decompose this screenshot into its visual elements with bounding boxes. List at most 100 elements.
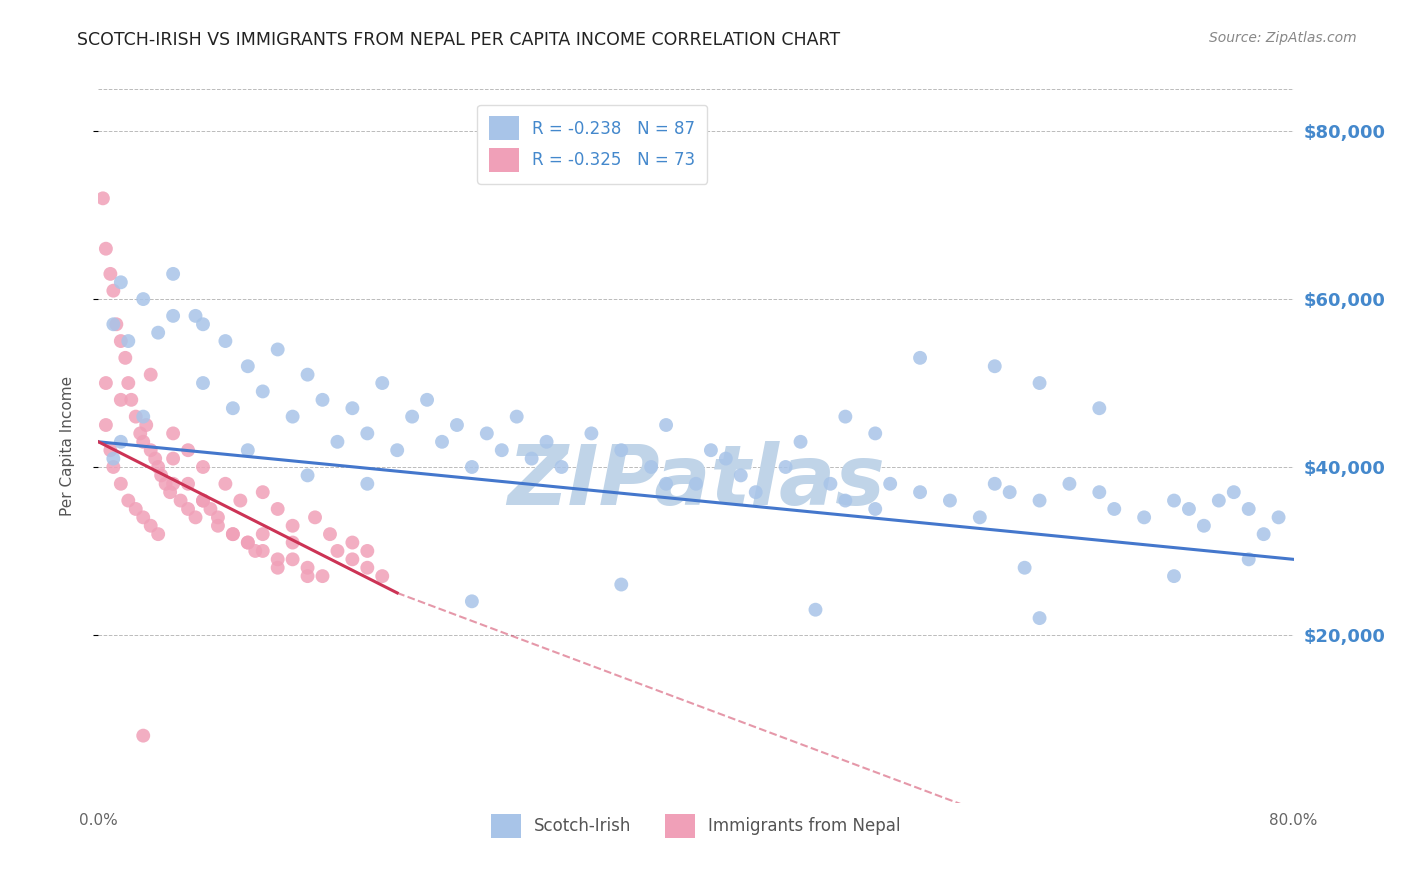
Point <box>1163 493 1185 508</box>
Point <box>236 443 259 458</box>
Point <box>120 392 142 407</box>
Point <box>191 318 214 332</box>
Point <box>1088 401 1111 416</box>
Point <box>536 434 558 449</box>
Point <box>281 535 304 549</box>
Point <box>148 326 170 340</box>
Point <box>520 451 543 466</box>
Point <box>132 729 155 743</box>
Point <box>371 569 394 583</box>
Point <box>834 493 856 508</box>
Text: Source: ZipAtlas.com: Source: ZipAtlas.com <box>1209 31 1357 45</box>
Point <box>162 267 184 281</box>
Point <box>94 242 117 256</box>
Point <box>1104 502 1126 516</box>
Point <box>184 510 207 524</box>
Point <box>319 527 342 541</box>
Point <box>103 451 125 466</box>
Point <box>939 493 962 508</box>
Point <box>281 552 304 566</box>
Point <box>984 359 1007 374</box>
Point <box>132 510 155 524</box>
Point <box>117 493 139 508</box>
Point <box>132 292 155 306</box>
Point <box>132 434 155 449</box>
Point <box>110 476 132 491</box>
Point <box>281 409 304 424</box>
Point <box>267 502 290 516</box>
Point <box>139 518 162 533</box>
Point <box>789 434 811 449</box>
Point <box>236 535 259 549</box>
Point <box>162 476 184 491</box>
Point <box>177 502 200 516</box>
Point <box>169 493 191 508</box>
Point <box>984 476 1007 491</box>
Point <box>267 552 290 566</box>
Point <box>1223 485 1246 500</box>
Point <box>1088 485 1111 500</box>
Point <box>125 409 148 424</box>
Point <box>506 409 529 424</box>
Point <box>229 493 252 508</box>
Point <box>222 527 245 541</box>
Point <box>311 569 333 583</box>
Point <box>550 460 572 475</box>
Point <box>91 191 114 205</box>
Point <box>385 443 409 458</box>
Point <box>1028 493 1050 508</box>
Point <box>311 392 333 407</box>
Point <box>222 527 245 541</box>
Point <box>430 434 453 449</box>
Point <box>148 527 170 541</box>
Point <box>110 334 132 348</box>
Point <box>714 451 737 466</box>
Point <box>1028 376 1050 390</box>
Point <box>139 368 162 382</box>
Point <box>326 434 349 449</box>
Point <box>98 267 122 281</box>
Point <box>105 318 128 332</box>
Point <box>356 476 378 491</box>
Text: ZIPatlas: ZIPatlas <box>508 442 884 522</box>
Point <box>491 443 513 458</box>
Point <box>655 417 678 432</box>
Point <box>1237 552 1260 566</box>
Point <box>159 485 181 500</box>
Point <box>969 510 991 524</box>
Point <box>117 334 139 348</box>
Point <box>110 392 132 407</box>
Point <box>304 510 326 524</box>
Point <box>110 434 132 449</box>
Point <box>804 603 827 617</box>
Point <box>1192 518 1215 533</box>
Point <box>879 476 901 491</box>
Point <box>155 476 177 491</box>
Point <box>297 560 319 574</box>
Point <box>297 368 319 382</box>
Point <box>236 359 259 374</box>
Point <box>143 451 166 466</box>
Point <box>865 502 887 516</box>
Point <box>245 544 267 558</box>
Point <box>730 468 752 483</box>
Point <box>252 485 274 500</box>
Point <box>356 560 378 574</box>
Point <box>342 401 364 416</box>
Point <box>222 401 245 416</box>
Point <box>1014 560 1036 574</box>
Point <box>191 376 214 390</box>
Point <box>236 535 259 549</box>
Point <box>114 351 136 365</box>
Text: SCOTCH-IRISH VS IMMIGRANTS FROM NEPAL PER CAPITA INCOME CORRELATION CHART: SCOTCH-IRISH VS IMMIGRANTS FROM NEPAL PE… <box>77 31 841 49</box>
Point <box>252 527 274 541</box>
Point <box>103 460 125 475</box>
Point <box>640 460 662 475</box>
Point <box>1253 527 1275 541</box>
Point <box>139 443 162 458</box>
Point <box>267 560 290 574</box>
Point <box>214 334 236 348</box>
Point <box>150 468 173 483</box>
Point <box>252 544 274 558</box>
Point <box>117 376 139 390</box>
